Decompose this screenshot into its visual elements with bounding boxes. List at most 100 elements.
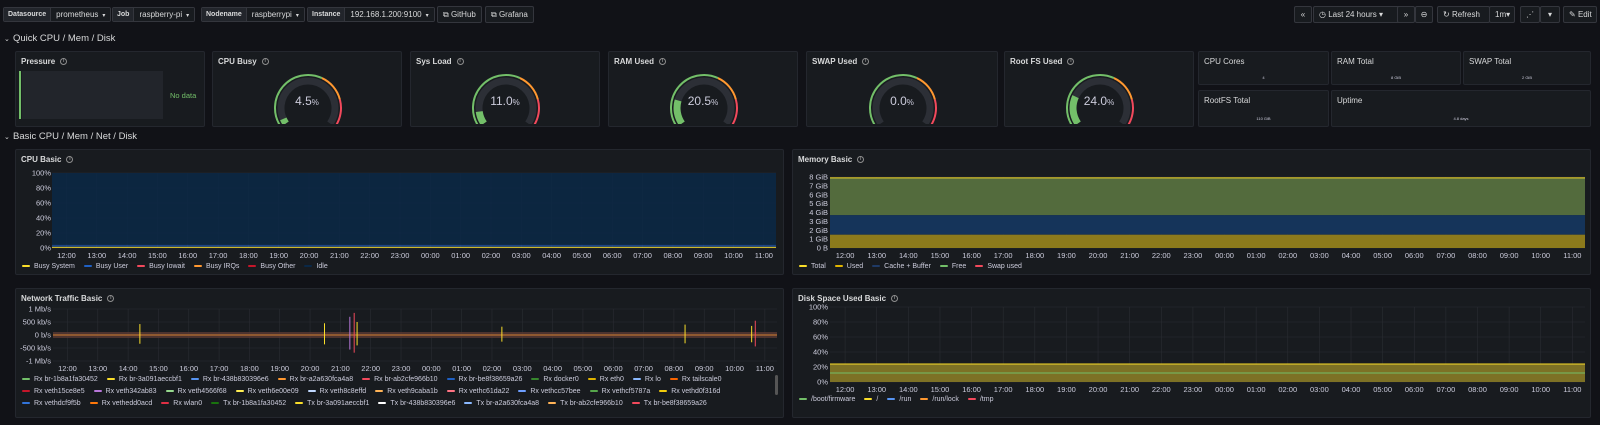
legend-item[interactable]: Tx br-1b8a1fa30452 bbox=[211, 397, 286, 409]
legend-item[interactable]: Tx br-ab2cfe966b10 bbox=[548, 397, 623, 409]
x-tick-label: 13:00 bbox=[87, 251, 106, 260]
legend-item[interactable]: Rx veth15ce8e5 bbox=[22, 385, 85, 397]
var-job[interactable]: Job raspberry-pi ▾ bbox=[112, 7, 196, 22]
panel-uptime[interactable]: Uptime 4.8 days bbox=[1331, 90, 1591, 127]
legend-item[interactable]: Rx br-3a091aeccbf1 bbox=[106, 373, 182, 385]
legend-item[interactable]: Busy Iowait bbox=[137, 260, 185, 272]
panel-cpu[interactable]: CPU Basic i 100% 80% 60% 40% 20% 0% 12:00 13:00 14… bbox=[15, 149, 784, 275]
panel-pressure[interactable]: Pressure i No data bbox=[15, 51, 205, 127]
github-link[interactable]: ⧉ GitHub bbox=[437, 6, 482, 23]
legend-item[interactable]: Rx vethd0f316d bbox=[659, 385, 720, 397]
legend-item[interactable]: Rx br-ab2cfe966b10 bbox=[362, 373, 438, 385]
legend-item[interactable]: Rx vethdcf9f5b bbox=[22, 397, 81, 409]
time-range-picker[interactable]: ◷ Last 24 hours ▾ bbox=[1313, 6, 1407, 23]
panel-gauge-3[interactable]: RAM Used i 20.5% bbox=[608, 51, 798, 127]
x-tick-label: 03:00 bbox=[1310, 251, 1329, 260]
legend-item[interactable]: Rx veth342ab83 bbox=[93, 385, 157, 397]
chevron-down-icon: ▾ bbox=[102, 13, 106, 19]
panel-gauge-5[interactable]: Root FS Used i 24.0% bbox=[1004, 51, 1194, 127]
y-tick-label: 500 kb/s bbox=[23, 318, 52, 327]
legend-item[interactable]: /run bbox=[887, 393, 911, 405]
legend-item[interactable]: /run/lock bbox=[920, 393, 959, 405]
legend-item[interactable]: Rx veth9caba1b bbox=[375, 385, 438, 397]
x-tick-label: 06:00 bbox=[603, 251, 622, 260]
legend-item[interactable]: Rx br-a2a630fca4a8 bbox=[277, 373, 353, 385]
var-datasource[interactable]: Datasource prometheus ▾ bbox=[3, 7, 112, 22]
legend-swatch bbox=[83, 265, 92, 267]
panel-gauge-1[interactable]: CPU Busy i 4.5% bbox=[212, 51, 402, 127]
x-tick-label: 16:00 bbox=[962, 385, 981, 394]
legend-item[interactable]: Tx br-be8f38659a26 bbox=[631, 397, 707, 409]
series-area-cache-buffer bbox=[830, 215, 1585, 235]
legend-item[interactable]: Rx lo bbox=[632, 373, 661, 385]
legend-item[interactable]: Rx tailscale0 bbox=[669, 373, 722, 385]
info-icon: i bbox=[862, 58, 870, 66]
x-tick-label: 12:00 bbox=[836, 251, 855, 260]
gauge-threshold-orange bbox=[519, 77, 539, 100]
legend-item[interactable]: Total bbox=[799, 260, 826, 272]
panel-disk[interactable]: Disk Space Used Basic i 100% 80% 60% 40% 20% 0%… bbox=[792, 288, 1591, 418]
legend-item[interactable]: Rx vethc61da22 bbox=[446, 385, 509, 397]
legend-item[interactable]: Rx veth6e00e09 bbox=[235, 385, 299, 397]
legend-scrollbar[interactable] bbox=[775, 375, 778, 395]
legend-item[interactable]: Tx br-3a091aeccbf1 bbox=[295, 397, 369, 409]
zoom-out-button[interactable]: ⊖ bbox=[1415, 6, 1433, 23]
legend-item[interactable]: Tx br-a2a630fca4a8 bbox=[464, 397, 539, 409]
share-menu-button[interactable]: ▾ bbox=[1540, 6, 1560, 23]
series-area-busy-system bbox=[52, 246, 776, 248]
legend-swatch bbox=[93, 390, 102, 392]
legend-item[interactable]: Cache + Buffer bbox=[872, 260, 931, 272]
panel-ram-total[interactable]: RAM Total 8 GiB bbox=[1331, 51, 1461, 85]
panel-swap-total[interactable]: SWAP Total 2 GiB bbox=[1463, 51, 1591, 85]
var-label: Datasource bbox=[4, 8, 52, 21]
grafana-link[interactable]: ⧉ Grafana bbox=[485, 6, 534, 23]
legend-item[interactable]: Rx br-be8f38659a26 bbox=[446, 373, 522, 385]
legend-item[interactable]: Busy User bbox=[83, 260, 128, 272]
gauge-threshold-green bbox=[472, 74, 521, 124]
gauge-fill bbox=[280, 117, 289, 124]
legend-item[interactable]: Rx vethcf5787a bbox=[589, 385, 650, 397]
x-tick-label: 19:00 bbox=[270, 364, 289, 373]
legend-item[interactable]: Busy System bbox=[22, 260, 75, 272]
legend-item[interactable]: /boot/firmware bbox=[799, 393, 855, 405]
legend-item[interactable]: Rx eth0 bbox=[587, 373, 624, 385]
legend-item[interactable]: Rx br-438b830396e6 bbox=[190, 373, 269, 385]
legend-item[interactable]: Busy Other bbox=[248, 260, 295, 272]
var-instance[interactable]: Instance 192.168.1.200:9100 ▾ bbox=[307, 7, 435, 22]
legend-item[interactable]: Tx br-438b830396e6 bbox=[378, 397, 455, 409]
legend-item[interactable]: Rx br-1b8a1fa30452 bbox=[22, 373, 98, 385]
panel-mem[interactable]: Memory Basic i 8 GiB 7 GiB 6 GiB 5 GiB 4 GiB 3 … bbox=[792, 149, 1591, 275]
gauge-value: 4.5% bbox=[295, 94, 319, 108]
legend-item[interactable]: Rx veth4566f68 bbox=[165, 385, 227, 397]
legend-item[interactable]: Rx docker0 bbox=[531, 373, 579, 385]
edit-button[interactable]: ✎ Edit bbox=[1563, 6, 1597, 23]
time-back-button[interactable]: « bbox=[1294, 6, 1312, 23]
legend-item[interactable]: /tmp bbox=[967, 393, 993, 405]
row-header-quick[interactable]: ⌄ Quick CPU / Mem / Disk bbox=[4, 33, 116, 44]
refresh-interval-select[interactable]: 1m▾ bbox=[1489, 6, 1515, 23]
panel-gauge-2[interactable]: Sys Load i 11.0% bbox=[410, 51, 600, 127]
time-forward-button[interactable]: » bbox=[1397, 6, 1415, 23]
legend-item[interactable]: Rx vethcc57bee bbox=[518, 385, 581, 397]
row-header-basic[interactable]: ⌄ Basic CPU / Mem / Net / Disk bbox=[4, 131, 138, 142]
legend-item[interactable]: Idle bbox=[304, 260, 328, 272]
share-button[interactable]: ⋰ bbox=[1520, 6, 1540, 23]
refresh-button[interactable]: ↻ Refresh bbox=[1437, 6, 1490, 23]
panel-rootfs-total[interactable]: RootFS Total 110 GiB bbox=[1198, 90, 1329, 127]
legend-item[interactable]: / bbox=[864, 393, 878, 405]
legend-item[interactable]: Rx veth8c8effd bbox=[307, 385, 366, 397]
legend-item[interactable]: Rx vethedd0acd bbox=[89, 397, 152, 409]
panel-net[interactable]: Network Traffic Basic i 1 Mb/s 500 kb/s 0 b/… bbox=[15, 288, 784, 418]
panel-cpu-cores[interactable]: CPU Cores 4 bbox=[1198, 51, 1329, 85]
var-nodename[interactable]: Nodename raspberrypi ▾ bbox=[201, 7, 305, 22]
gauge-value: 0.0% bbox=[890, 94, 914, 108]
panel-gauge-4[interactable]: SWAP Used i 0.0% bbox=[806, 51, 998, 127]
legend-item[interactable]: Rx wlan0 bbox=[161, 397, 202, 409]
legend-item[interactable]: Busy IRQs bbox=[193, 260, 239, 272]
x-tick-label: 16:00 bbox=[962, 251, 981, 260]
legend-item[interactable]: Free bbox=[939, 260, 966, 272]
legend-item[interactable]: Swap used bbox=[975, 260, 1022, 272]
chevron-double-left-icon: « bbox=[1300, 10, 1306, 19]
gauge-track bbox=[277, 77, 339, 124]
legend-item[interactable]: Used bbox=[834, 260, 863, 272]
